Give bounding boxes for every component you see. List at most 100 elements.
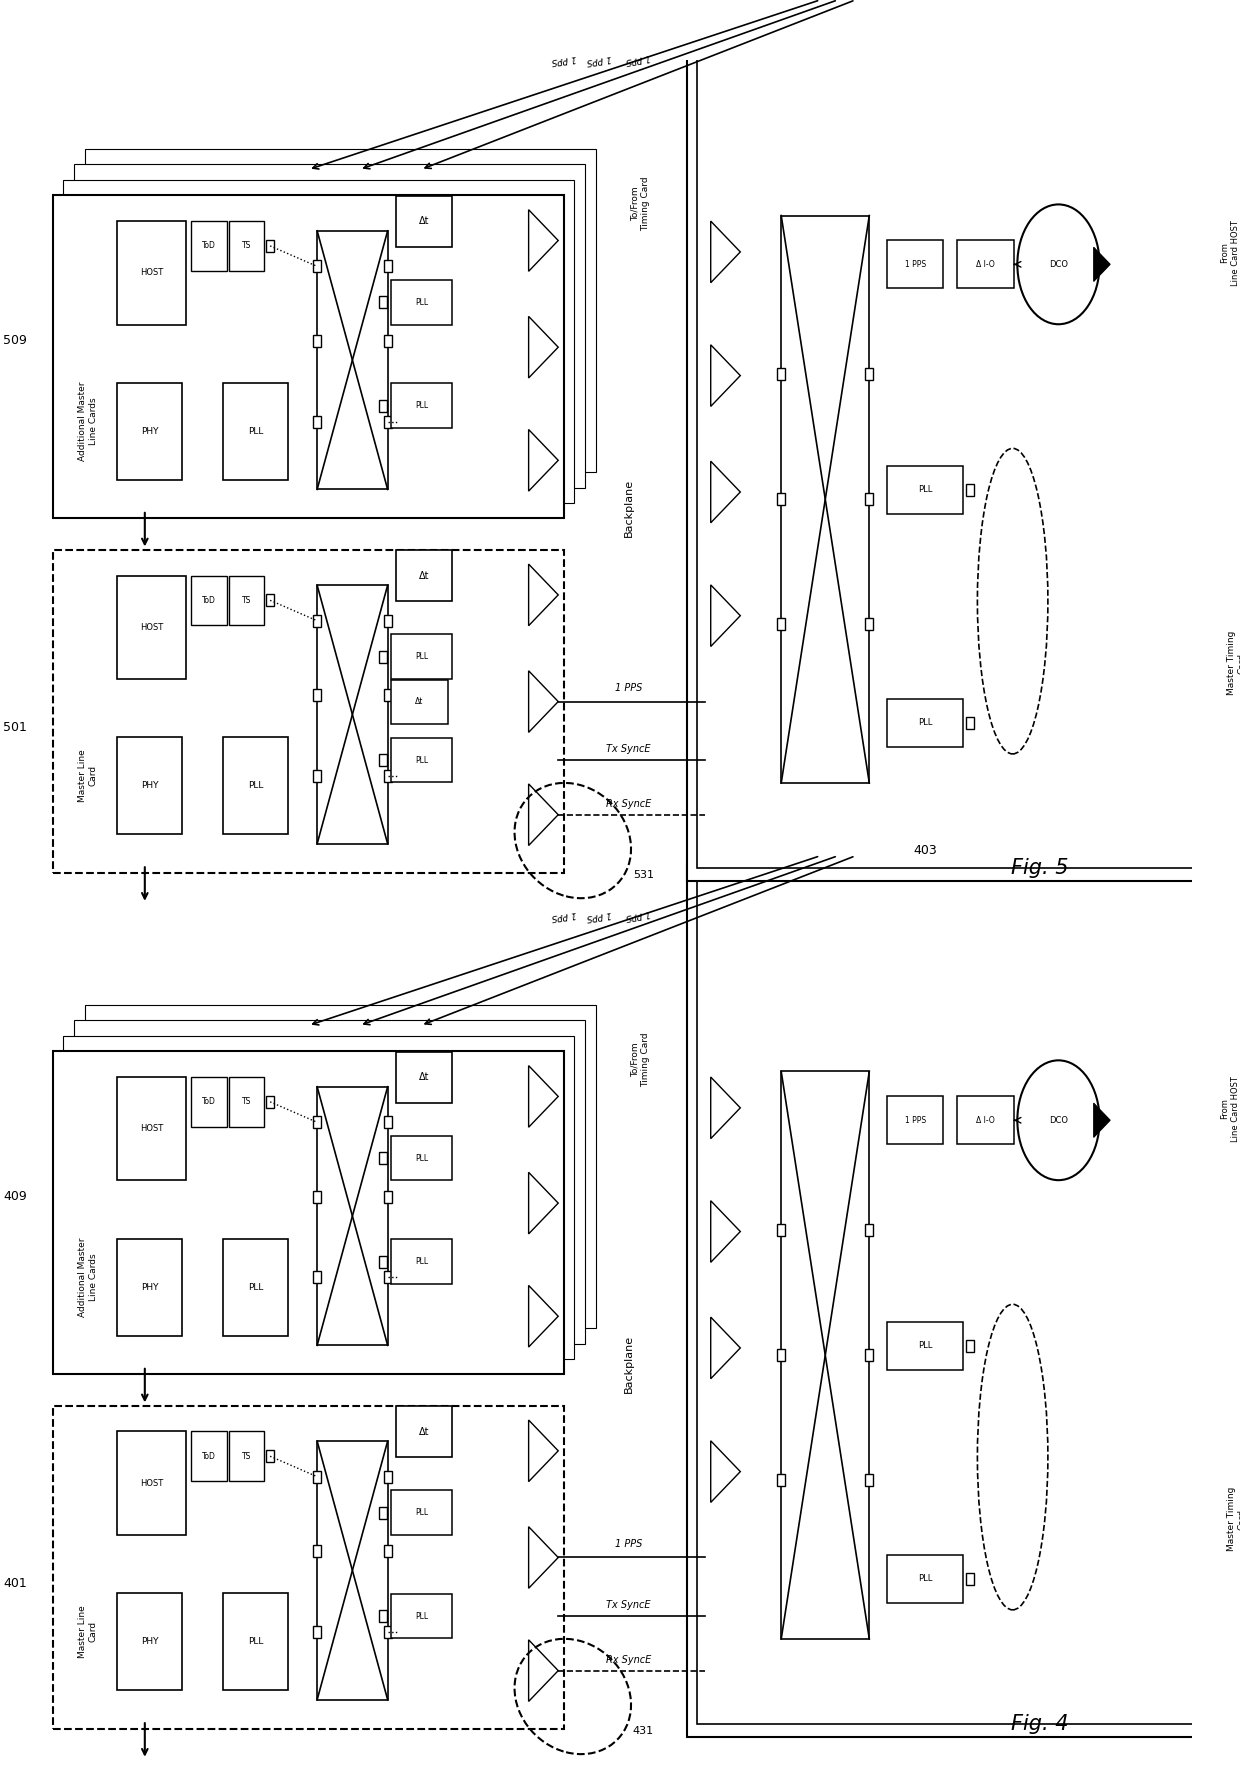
Bar <box>887 1555 963 1603</box>
Bar <box>957 241 1014 289</box>
Text: 1 PPS: 1 PPS <box>625 53 651 66</box>
Text: Tx SyncE: Tx SyncE <box>606 1601 651 1610</box>
Bar <box>312 1191 321 1202</box>
Bar <box>966 1340 975 1351</box>
Bar <box>379 1507 387 1519</box>
Text: ToD: ToD <box>202 241 216 250</box>
Bar <box>118 1239 182 1335</box>
Text: PLL: PLL <box>918 718 932 727</box>
Bar <box>118 1431 186 1535</box>
Polygon shape <box>1094 246 1110 282</box>
Text: PLL: PLL <box>248 1282 263 1293</box>
Bar <box>687 9 1216 881</box>
Bar <box>379 399 387 411</box>
Bar <box>957 1096 1014 1144</box>
Text: Rx SyncE: Rx SyncE <box>606 1656 651 1665</box>
Text: Additional Master
Line Cards: Additional Master Line Cards <box>78 1238 98 1317</box>
Text: Master Line
Card: Master Line Card <box>78 750 98 803</box>
Bar <box>866 1349 873 1362</box>
Bar <box>223 738 288 833</box>
Bar <box>379 754 387 766</box>
Text: Δt: Δt <box>419 1427 429 1436</box>
Bar <box>191 1431 227 1480</box>
Bar <box>191 1076 227 1126</box>
Bar <box>229 1431 264 1480</box>
Bar <box>396 1051 453 1103</box>
Text: Additional Master
Line Cards: Additional Master Line Cards <box>78 381 98 461</box>
Bar <box>53 550 564 872</box>
Bar <box>697 21 1207 867</box>
Bar <box>777 1225 785 1236</box>
Bar <box>391 1239 453 1284</box>
Bar <box>383 335 392 348</box>
Bar <box>84 149 595 472</box>
Bar <box>887 241 944 289</box>
Bar <box>312 1626 321 1638</box>
Text: PHY: PHY <box>141 427 159 436</box>
Bar <box>267 1096 274 1108</box>
Text: PLL: PLL <box>415 298 428 307</box>
Text: PLL: PLL <box>248 1636 263 1645</box>
Bar <box>74 1021 585 1344</box>
Bar <box>391 383 453 427</box>
Text: From
Line Card HOST: From Line Card HOST <box>1220 1076 1240 1142</box>
Bar <box>379 1610 387 1622</box>
Text: ToD: ToD <box>202 1097 216 1106</box>
Bar <box>777 1349 785 1362</box>
Bar <box>312 1271 321 1284</box>
Bar <box>191 576 227 626</box>
Bar <box>391 1594 453 1638</box>
Bar <box>118 222 186 324</box>
Text: 431: 431 <box>632 1725 653 1736</box>
Text: 1 PPS: 1 PPS <box>552 53 578 66</box>
Bar <box>312 615 321 628</box>
Text: To/From
Timing Card: To/From Timing Card <box>630 177 650 230</box>
Text: Master Timing
Card: Master Timing Card <box>1228 631 1240 695</box>
Polygon shape <box>1094 1103 1110 1136</box>
Bar <box>391 679 448 723</box>
Text: PLL: PLL <box>415 755 428 764</box>
Text: PLL: PLL <box>415 1257 428 1266</box>
Text: Master Line
Card: Master Line Card <box>78 1606 98 1658</box>
Bar <box>383 1271 392 1284</box>
Text: 1 PPS: 1 PPS <box>585 908 611 922</box>
Bar <box>777 493 785 505</box>
Bar <box>379 651 387 663</box>
Text: Backplane: Backplane <box>624 1335 634 1392</box>
Bar <box>118 1076 186 1181</box>
Bar <box>383 1470 392 1482</box>
Bar <box>74 165 585 488</box>
Text: 1 PPS: 1 PPS <box>625 908 651 922</box>
Text: PLL: PLL <box>415 1509 428 1518</box>
Text: To/From
Timing Card: To/From Timing Card <box>630 1032 650 1087</box>
Text: Δt: Δt <box>419 216 429 227</box>
Text: TS: TS <box>242 241 252 250</box>
Text: PLL: PLL <box>248 782 263 791</box>
Bar <box>866 369 873 381</box>
Bar <box>223 383 288 480</box>
Bar <box>229 576 264 626</box>
Bar <box>391 1136 453 1181</box>
Bar <box>312 690 321 700</box>
Bar <box>391 1491 453 1535</box>
Bar <box>312 1470 321 1482</box>
Bar <box>887 699 963 746</box>
Text: 1 PPS: 1 PPS <box>585 53 611 66</box>
Bar <box>317 230 388 489</box>
Text: Δ I-O: Δ I-O <box>976 1115 994 1124</box>
Text: Δt: Δt <box>419 1073 429 1082</box>
Text: HOST: HOST <box>140 1124 164 1133</box>
Bar <box>966 716 975 729</box>
Bar <box>383 690 392 700</box>
Bar <box>379 1152 387 1165</box>
Bar <box>317 585 388 844</box>
Text: Fig. 4: Fig. 4 <box>1011 1714 1069 1734</box>
Bar <box>777 369 785 381</box>
Bar <box>312 1544 321 1557</box>
Text: TS: TS <box>242 596 252 605</box>
Bar <box>777 619 785 629</box>
Text: Master Timing
Card: Master Timing Card <box>1228 1488 1240 1551</box>
Bar <box>781 216 869 784</box>
Bar <box>223 1594 288 1690</box>
Text: PLL: PLL <box>248 427 263 436</box>
